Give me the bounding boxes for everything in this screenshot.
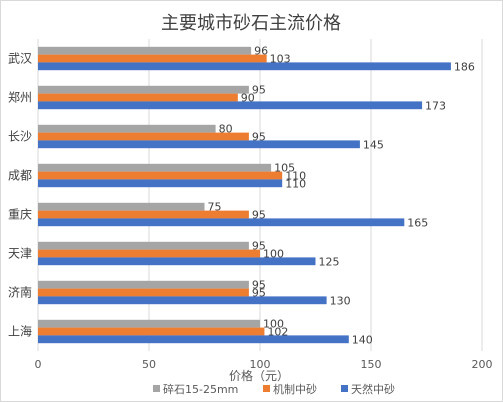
category-label: 郑州 (8, 90, 32, 105)
bar (38, 54, 267, 63)
x-tick-label: 150 (361, 358, 382, 371)
data-label: 75 (208, 201, 222, 214)
data-label: 90 (241, 92, 255, 105)
bar (38, 280, 249, 289)
bar (38, 93, 238, 102)
chart-title: 主要城市砂石主流价格 (161, 13, 341, 34)
data-label: 100 (263, 318, 284, 331)
bar (38, 296, 327, 305)
data-label: 103 (270, 53, 291, 66)
bar (38, 319, 260, 328)
category-label: 长沙 (8, 130, 32, 144)
bar (38, 46, 252, 55)
bar (38, 257, 316, 266)
data-label: 165 (407, 216, 428, 229)
x-tick-label: 50 (142, 358, 156, 371)
bar (38, 179, 283, 188)
data-label: 95 (252, 131, 266, 144)
data-label: 145 (363, 138, 384, 151)
data-label: 173 (425, 99, 446, 112)
data-label: 95 (252, 209, 266, 222)
x-tick-labels: 0 50 100 150 200 (35, 358, 493, 371)
bar (38, 210, 249, 219)
data-label: 110 (285, 177, 306, 190)
x-tick-label: 200 (472, 358, 493, 371)
data-label: 105 (274, 162, 295, 175)
category-label: 成都 (8, 169, 32, 183)
data-label: 125 (319, 255, 340, 268)
bar (38, 171, 283, 180)
bar (38, 335, 349, 344)
bars: 9610318695901738095145105110110759516595… (38, 45, 475, 346)
bar (38, 241, 249, 250)
bar (38, 85, 249, 94)
bar (38, 202, 205, 211)
x-axis-title: 价格（元） (229, 368, 289, 383)
legend-swatch (341, 385, 348, 392)
bar (38, 132, 249, 141)
data-label: 110 (285, 170, 306, 183)
category-label: 天津 (8, 247, 32, 261)
bar (38, 249, 260, 258)
data-label: 96 (254, 45, 268, 58)
data-label: 80 (219, 123, 233, 136)
legend-label: 天然中砂 (351, 382, 395, 396)
bar (38, 218, 405, 227)
x-tick-label: 0 (35, 358, 42, 371)
data-label: 102 (267, 326, 288, 339)
category-label: 重庆 (8, 208, 32, 222)
legend-swatch (263, 385, 270, 392)
data-label: 130 (330, 294, 351, 307)
bar (38, 124, 216, 133)
data-label: 95 (252, 287, 266, 300)
legend-label: 机制中砂 (273, 382, 317, 396)
legend-label: 碎石15-25mm (163, 382, 238, 396)
category-label: 济南 (8, 285, 32, 300)
bar (38, 140, 360, 149)
category-label: 武汉 (8, 52, 32, 66)
data-label: 186 (454, 60, 475, 73)
bar (38, 327, 265, 336)
category-label: 上海 (8, 324, 32, 339)
bar (38, 163, 272, 172)
legend: 碎石15-25mm 机制中砂 天然中砂 (153, 382, 395, 396)
x-tick-label: 100 (250, 358, 271, 371)
bar (38, 288, 249, 297)
legend-swatch (153, 385, 160, 392)
data-label: 95 (252, 240, 266, 253)
bar (38, 62, 451, 71)
data-label: 100 (263, 248, 284, 261)
bar (38, 101, 423, 110)
data-label: 95 (252, 279, 266, 292)
data-label: 95 (252, 84, 266, 97)
data-label: 140 (352, 333, 373, 346)
